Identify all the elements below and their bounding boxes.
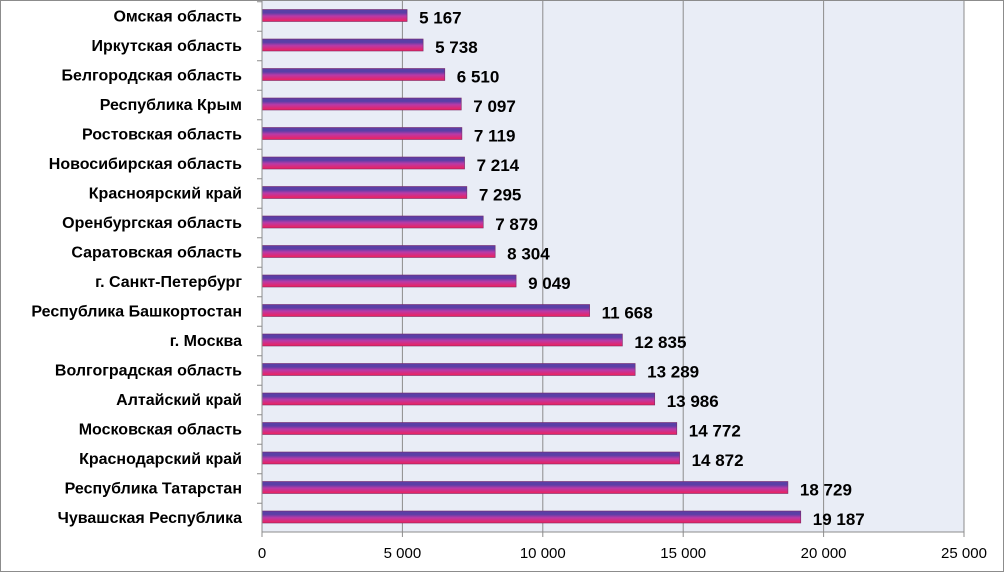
bar [261,156,465,170]
x-tick-label: 20 000 [801,545,847,562]
category-label: Оренбургская область [62,215,242,232]
category-label: Омская область [113,9,242,26]
data-label: 7 295 [479,186,522,205]
x-tick-label: 25 000 [941,545,987,562]
bar [261,68,446,81]
bar [261,245,496,258]
bar [261,127,463,140]
category-label: Красноярский край [89,186,242,203]
bar [261,481,789,494]
x-tick-label: 0 [258,545,266,562]
data-label: 6 510 [457,68,500,87]
category-label: Республика Татарстан [65,481,242,498]
category-label: г. Санкт-Петербург [95,274,242,291]
category-label: Новосибирская область [49,156,242,173]
data-label: 7 119 [474,127,516,146]
data-label: 8 304 [507,245,550,264]
plot-area [262,1,964,532]
bar [261,215,484,229]
category-label: Алтайский край [116,392,242,409]
bar [261,304,590,317]
x-tick-label: 15 000 [660,545,706,562]
x-tick-label: 10 000 [520,545,566,562]
category-label: Чувашская Республика [58,510,243,527]
data-label: 5 167 [419,9,462,28]
bar [261,451,680,465]
x-tick-label: 5 000 [384,545,422,562]
data-label: 7 097 [473,97,516,116]
data-label: 5 738 [435,38,478,57]
category-label: Краснодарский край [79,451,242,468]
data-label: 13 289 [647,363,699,382]
bar [261,510,802,524]
bar [261,363,636,376]
category-label: Волгоградская область [55,363,242,380]
category-label: Белгородская область [61,68,242,85]
bar [261,392,656,406]
bar [261,9,408,22]
data-label: 18 729 [800,481,852,500]
data-label: 14 772 [689,422,741,441]
bar [261,333,623,347]
category-label: Иркутская область [92,38,243,55]
category-label: Московская область [79,422,242,439]
data-label: 14 872 [692,451,744,470]
category-label: Республика Крым [100,97,242,114]
data-label: 13 986 [667,392,719,411]
category-label: Саратовская область [71,245,242,262]
category-label: Ростовская область [82,127,242,144]
category-label: Республика Башкортостан [31,304,242,321]
bar [261,97,462,111]
data-label: 7 879 [495,215,538,234]
data-label: 9 049 [528,274,571,293]
category-label: г. Москва [170,333,242,350]
bar [261,422,678,435]
data-label: 19 187 [813,510,865,529]
bar [261,274,517,288]
data-label: 12 835 [634,333,686,352]
bar [261,38,424,52]
data-label: 11 668 [602,304,653,323]
bar [261,186,468,199]
data-label: 7 214 [477,156,520,175]
